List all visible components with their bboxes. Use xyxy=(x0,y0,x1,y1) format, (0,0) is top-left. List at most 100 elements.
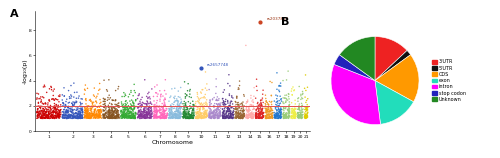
Point xyxy=(156,90,164,92)
Point xyxy=(33,111,41,113)
Point xyxy=(54,106,62,108)
Point xyxy=(142,105,150,108)
Point xyxy=(158,113,166,116)
Point xyxy=(192,102,200,105)
Point xyxy=(274,114,281,117)
Point xyxy=(101,117,109,119)
Point xyxy=(210,111,218,113)
Point xyxy=(226,116,234,118)
Point xyxy=(38,99,46,101)
Point xyxy=(145,91,153,94)
Point xyxy=(296,114,304,116)
Point xyxy=(254,117,262,119)
Point xyxy=(216,112,224,115)
Point xyxy=(64,106,72,108)
Point xyxy=(84,114,92,116)
Point xyxy=(76,115,84,117)
Point xyxy=(145,113,153,116)
Point xyxy=(130,106,138,109)
Point xyxy=(117,112,125,114)
Point xyxy=(176,115,184,118)
Point xyxy=(91,109,99,112)
Point xyxy=(238,115,246,118)
Point xyxy=(76,111,84,114)
Point xyxy=(265,108,273,110)
Point xyxy=(187,115,195,118)
Point xyxy=(282,115,290,118)
Point xyxy=(176,112,184,114)
Point xyxy=(38,116,46,119)
Point xyxy=(66,116,74,118)
Point xyxy=(167,109,175,111)
Point xyxy=(210,116,218,118)
Point xyxy=(298,114,306,117)
Point xyxy=(267,101,275,103)
Point xyxy=(188,107,196,109)
Point xyxy=(68,102,76,104)
Point xyxy=(102,112,110,115)
Point xyxy=(148,111,156,114)
Point xyxy=(276,82,284,84)
Point xyxy=(224,110,232,112)
Point xyxy=(48,116,56,119)
Point xyxy=(44,116,52,119)
Point xyxy=(238,114,246,116)
Point xyxy=(281,117,289,119)
Point xyxy=(242,116,250,118)
Point xyxy=(88,101,96,103)
Point xyxy=(52,117,60,119)
Point xyxy=(77,114,85,117)
Point xyxy=(266,106,274,109)
Point xyxy=(35,111,43,113)
Point xyxy=(226,115,234,118)
Point xyxy=(176,117,184,119)
Point xyxy=(304,111,312,114)
Point xyxy=(88,115,96,117)
Point xyxy=(61,114,69,117)
Point xyxy=(237,115,245,117)
Point xyxy=(225,109,233,111)
Point xyxy=(235,115,243,118)
Point xyxy=(49,90,57,92)
Point xyxy=(136,100,144,103)
Point xyxy=(78,110,86,113)
Point xyxy=(123,116,131,119)
Point xyxy=(202,115,210,118)
Point xyxy=(200,114,208,116)
Point xyxy=(246,104,254,106)
Point xyxy=(202,71,209,73)
Point xyxy=(144,112,152,115)
Point xyxy=(176,116,184,118)
Point xyxy=(76,114,84,117)
Point xyxy=(75,117,83,120)
Point xyxy=(176,116,184,118)
Point xyxy=(186,117,194,119)
Point xyxy=(38,116,46,119)
Point xyxy=(150,106,158,109)
Point xyxy=(232,108,239,110)
Point xyxy=(94,113,102,115)
Point xyxy=(156,109,164,111)
Point xyxy=(53,105,61,108)
Point xyxy=(222,117,230,119)
Point xyxy=(106,110,114,112)
Point xyxy=(181,115,189,117)
Point xyxy=(189,108,197,111)
Point xyxy=(288,110,296,112)
Point xyxy=(84,116,92,118)
Point xyxy=(266,109,274,112)
Point xyxy=(242,109,250,112)
Point xyxy=(96,109,104,111)
Point xyxy=(64,116,72,119)
Point xyxy=(86,112,94,115)
Point xyxy=(134,103,142,105)
Point xyxy=(256,113,264,115)
Point xyxy=(64,109,72,112)
Point xyxy=(113,110,121,112)
Point xyxy=(142,113,150,115)
Point xyxy=(158,116,166,118)
Point xyxy=(282,114,290,117)
Point xyxy=(146,117,154,119)
Point xyxy=(183,117,191,120)
Point xyxy=(206,116,214,118)
